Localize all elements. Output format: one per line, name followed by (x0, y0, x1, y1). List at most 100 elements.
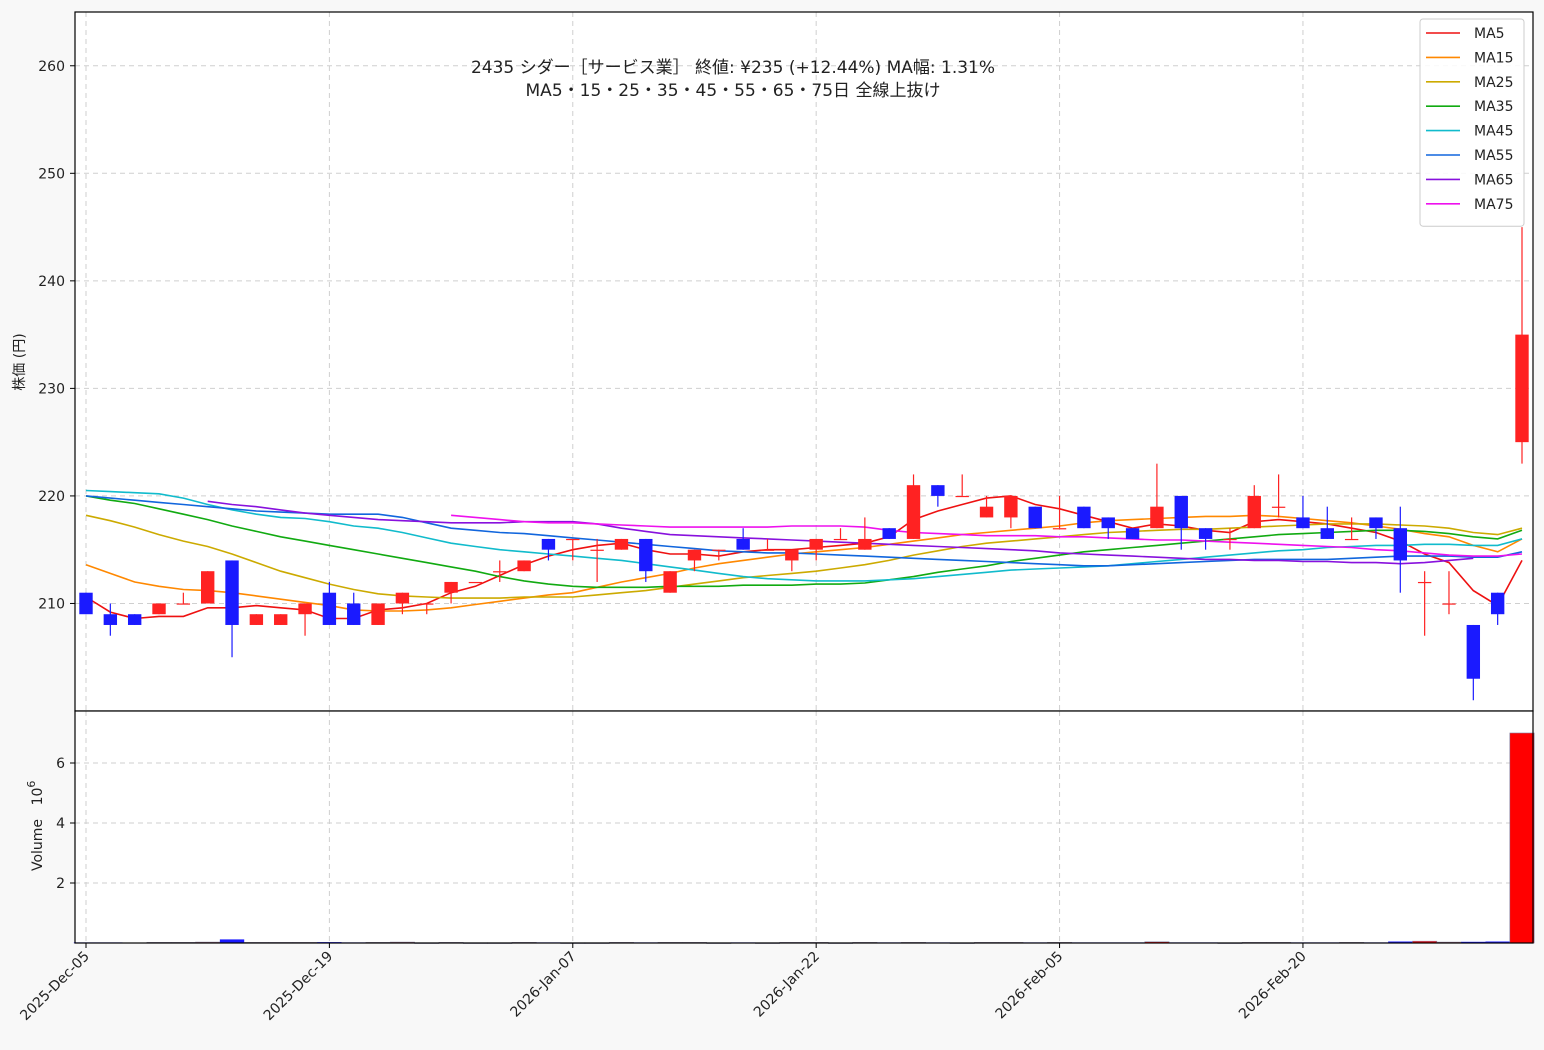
candle-body (1393, 528, 1407, 561)
candle-body (882, 528, 896, 539)
candle (371, 603, 385, 625)
candle-body (176, 603, 191, 605)
candle-body (152, 603, 166, 615)
candle (225, 560, 239, 658)
candle (639, 538, 653, 582)
candle (517, 560, 531, 572)
candle-body (1320, 528, 1334, 539)
candle (1490, 592, 1505, 625)
candle (541, 538, 556, 561)
candle (1223, 528, 1237, 550)
candle (833, 528, 848, 541)
legend-label: MA15 (1474, 50, 1513, 66)
candle (176, 592, 191, 605)
candle (468, 581, 483, 584)
price-tick-label: 220 (38, 489, 65, 505)
candle-body (639, 538, 653, 572)
candle-body (1150, 506, 1164, 529)
candle (1393, 506, 1407, 593)
volume-y-ticks: 2 4 6 (56, 756, 75, 892)
candle (614, 538, 629, 550)
legend-label: MA65 (1474, 172, 1513, 188)
candle (1198, 528, 1213, 550)
candle-body (395, 592, 410, 604)
legend-label: MA25 (1474, 75, 1513, 91)
candle (1515, 227, 1529, 464)
price-panel: 210 220 230 240 250 260 2435 シダー［サービス業］ 終値: ¥… (12, 11, 1534, 712)
candle-body (322, 592, 337, 625)
ma-line-ma55 (85, 495, 1523, 567)
candle-body (687, 549, 702, 561)
price-tick-label: 260 (38, 59, 65, 75)
candle-body (614, 538, 629, 550)
candle (687, 549, 702, 572)
candle-body (298, 603, 312, 615)
volume-bar (1485, 941, 1510, 943)
chart-title-line-2: MA5・15・25・35・45・55・65・75日 全線上抜け (526, 81, 941, 101)
candle-body (858, 538, 872, 550)
legend-box (1419, 18, 1525, 227)
candle-body (1515, 334, 1529, 443)
candle (79, 592, 93, 615)
candle-body (590, 549, 604, 551)
candle-body (1077, 506, 1091, 529)
candle (1101, 517, 1115, 539)
volume-frame (74, 710, 1534, 944)
candle-body (1490, 592, 1505, 615)
volume-panel: 246 Volume 106 2025-Dec-05 2025-Dec-19 202… (17, 710, 1535, 1024)
candle (420, 603, 434, 615)
candle-body (979, 506, 994, 518)
price-plot-area (75, 12, 1533, 711)
candle-body (809, 538, 823, 550)
candle (1174, 495, 1188, 550)
candle (249, 614, 264, 625)
candle-body (249, 614, 264, 625)
volume-axis-label: Volume 106 (25, 781, 46, 871)
candle (760, 538, 775, 551)
price-tick-label: 210 (38, 596, 65, 612)
candle (1004, 495, 1018, 529)
candle-body (1198, 528, 1213, 539)
volume-bar (1509, 732, 1535, 944)
candle (1247, 485, 1261, 529)
candle-body (760, 549, 775, 551)
candle (1052, 495, 1067, 530)
volume-tick-label: 2 (56, 876, 65, 892)
candle-body (1174, 495, 1188, 529)
ma-line-ma65 (207, 500, 1474, 565)
volume-multiplier-exponent: 6 (25, 781, 38, 788)
candle-body (493, 571, 507, 573)
price-tick-label: 240 (38, 274, 65, 290)
volume-bar (1388, 941, 1413, 943)
candle-body (541, 538, 556, 550)
legend-label: MA35 (1474, 99, 1513, 115)
candle-body (1028, 506, 1042, 529)
candle (103, 603, 118, 636)
ma-line-ma25 (85, 514, 1523, 599)
volume-bar (219, 939, 245, 943)
candle (590, 538, 604, 582)
volume-multiplier-base: 10 (30, 788, 46, 806)
candle (736, 528, 750, 550)
price-y-ticks: 210 220 230 240 250 260 (38, 59, 75, 612)
legend-entry: MA5 (1426, 26, 1505, 42)
candle-body (931, 485, 945, 496)
candle-body (1344, 538, 1359, 541)
candle (1466, 624, 1481, 701)
chart-title-line-1: 2435 シダー［サービス業］ 終値: ¥235 (+12.44%) MA幅: … (471, 58, 995, 78)
candle (663, 571, 677, 593)
candle-body (420, 603, 434, 605)
price-axis-label: 株価 (円) (12, 333, 28, 390)
candle-body (1271, 506, 1286, 508)
candle-body (712, 549, 726, 551)
candle (712, 549, 726, 561)
candle-body (1052, 528, 1067, 530)
candle-body (103, 614, 118, 625)
candle-body (785, 549, 799, 561)
candle (127, 614, 142, 625)
candle-body (201, 571, 215, 604)
candle (785, 549, 799, 572)
candle-body (371, 603, 385, 625)
candle-body (468, 581, 483, 584)
